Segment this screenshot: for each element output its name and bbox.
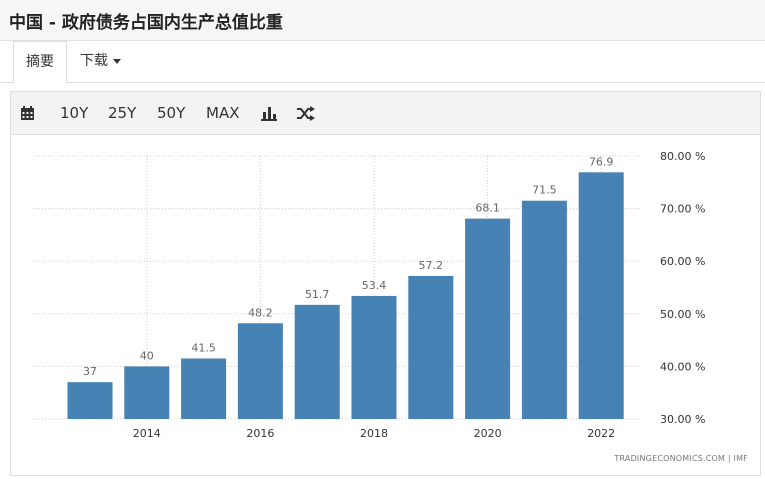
x-tick-label: 2020 (474, 427, 502, 440)
data-label: 37 (83, 365, 97, 378)
bar-2016[interactable] (237, 323, 283, 419)
bar-chart: 37 40 41.5 48.2 51.7 53.4 57.2 68.1 71.5 76.9 30.… (33, 150, 705, 440)
y-tick-label: 50.00 % (660, 308, 705, 321)
bar-2020[interactable] (465, 218, 511, 419)
page-title: 中国 - 政府债务占国内生产总值比重 (9, 13, 283, 33)
tab-summary[interactable]: 摘要 (13, 41, 67, 84)
range-10y-button[interactable]: 10Y (60, 104, 89, 122)
range-max-button[interactable]: MAX (206, 104, 240, 122)
bar-2019[interactable] (408, 275, 454, 419)
source-credit: TRADINGECONOMICS.COM | IMF (614, 454, 748, 463)
tab-download-label: 下载 (80, 53, 108, 69)
bar-2017[interactable] (294, 304, 340, 419)
x-tick-label: 2016 (246, 427, 274, 440)
bar-2015[interactable] (181, 358, 227, 419)
range-25y-button[interactable]: 25Y (108, 104, 137, 122)
chart-toolbar: 10Y 25Y 50Y MAX (11, 92, 760, 135)
calendar-icon[interactable] (20, 92, 40, 135)
data-label: 51.7 (305, 288, 330, 301)
page-header: 中国 - 政府债务占国内生产总值比重 (0, 0, 765, 41)
data-label: 48.2 (248, 306, 273, 319)
y-tick-label: 70.00 % (660, 203, 705, 216)
data-label: 76.9 (589, 155, 614, 168)
y-tick-label: 40.00 % (660, 360, 705, 373)
chart-panel: 10Y 25Y 50Y MAX 37 40 41.5 48.2 51.7 53.4 57.2… (10, 91, 761, 476)
data-label: 57.2 (419, 259, 444, 272)
bar-chart-icon[interactable] (261, 92, 279, 135)
tab-bar: 摘要 下载 (0, 41, 765, 84)
data-label: 71.5 (532, 184, 557, 197)
data-label: 40 (140, 349, 154, 362)
x-tick-label: 2022 (587, 427, 615, 440)
y-tick-label: 60.00 % (660, 255, 705, 268)
bar-2022[interactable] (578, 172, 624, 419)
bar-2021[interactable] (521, 200, 567, 419)
y-tick-label: 80.00 % (660, 150, 705, 163)
bar-2014[interactable] (124, 366, 170, 419)
x-tick-label: 2014 (133, 427, 161, 440)
shuffle-icon[interactable] (297, 92, 317, 135)
bar-2018[interactable] (351, 295, 397, 419)
y-tick-label: 30.00 % (660, 413, 705, 426)
data-label: 53.4 (362, 279, 387, 292)
bar-2013[interactable] (67, 382, 113, 419)
x-tick-label: 2018 (360, 427, 388, 440)
data-label: 41.5 (191, 342, 216, 355)
tab-download[interactable]: 下载 (68, 41, 133, 83)
data-label: 68.1 (475, 202, 500, 215)
caret-down-icon (113, 58, 121, 64)
range-50y-button[interactable]: 50Y (157, 104, 186, 122)
